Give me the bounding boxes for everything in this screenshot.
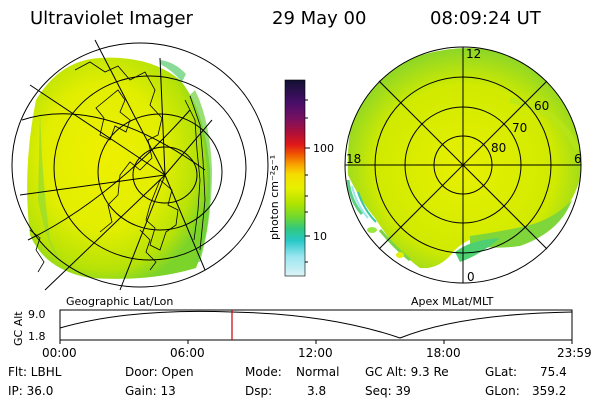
timeline-x-label-1800: 18:00 — [426, 346, 461, 360]
ip-info: IP: 36.0 — [8, 384, 53, 398]
glat-label: GLat: — [485, 365, 517, 379]
timeline-x-label-2359: 23:59 — [557, 346, 592, 360]
status-info: Flt: LBHL IP: 36.0 Door: Open Gain: 13 M… — [8, 365, 567, 398]
orbit-timeline: GC Alt 9.0 1.8 00:00 06:00 12:00 18:00 2… — [12, 308, 592, 360]
mlat-grid — [344, 46, 582, 284]
colorbar-unit-label: photon cm⁻²s⁻¹ — [268, 155, 281, 240]
timeline-x-label-0600: 06:00 — [170, 346, 205, 360]
seq-info: Seq: 39 — [365, 384, 411, 398]
geographic-caption: Geographic Lat/Lon — [66, 295, 173, 308]
geographic-image-panel: Geographic Lat/Lon — [11, 39, 269, 308]
glon-label: GLon: — [485, 384, 520, 398]
colorbar-tick-100: 100 — [313, 142, 334, 155]
timeline-x-label-1200: 12:00 — [298, 346, 333, 360]
mode-value: Normal — [296, 365, 339, 379]
glat-value: 75.4 — [540, 365, 567, 379]
door-info: Door: Open — [125, 365, 194, 379]
timeline-y-label-bottom: 1.8 — [28, 330, 46, 343]
altitude-curve — [59, 310, 573, 339]
apex-caption: Apex MLat/MLT — [411, 295, 494, 308]
date-label: 29 May 00 — [272, 8, 366, 29]
timeline-axis-title: GC Alt — [12, 311, 25, 346]
dsp-label: Dsp: — [245, 384, 272, 398]
mlat-label-60: 60 — [534, 99, 549, 113]
gc-alt-info: GC Alt: 9.3 Re — [365, 365, 449, 379]
gain-info: Gain: 13 — [125, 384, 176, 398]
timeline-x-label-0000: 00:00 — [42, 346, 77, 360]
colorbar-tick-10: 10 — [313, 230, 327, 243]
filter-info: Flt: LBHL — [8, 365, 62, 379]
mode-label: Mode: — [245, 365, 282, 379]
mlat-label-80: 80 — [491, 141, 506, 155]
timeline-y-label-top: 9.0 — [28, 308, 46, 321]
instrument-title: Ultraviolet Imager — [30, 8, 194, 29]
time-label: 08:09:24 UT — [430, 8, 542, 29]
mlt-label-0: 0 — [467, 270, 475, 284]
apex-polar-panel: 12 18 6 0 60 70 80 Apex MLat/MLT — [344, 46, 582, 308]
colorbar: 100 10 photon cm⁻²s⁻¹ — [268, 79, 334, 277]
mlat-label-70: 70 — [512, 121, 527, 135]
mlt-label-6: 6 — [574, 152, 582, 166]
glon-value: 359.2 — [532, 384, 566, 398]
mlt-label-12: 12 — [466, 47, 481, 61]
dsp-value: 3.8 — [307, 384, 326, 398]
mlt-label-18: 18 — [346, 152, 361, 166]
